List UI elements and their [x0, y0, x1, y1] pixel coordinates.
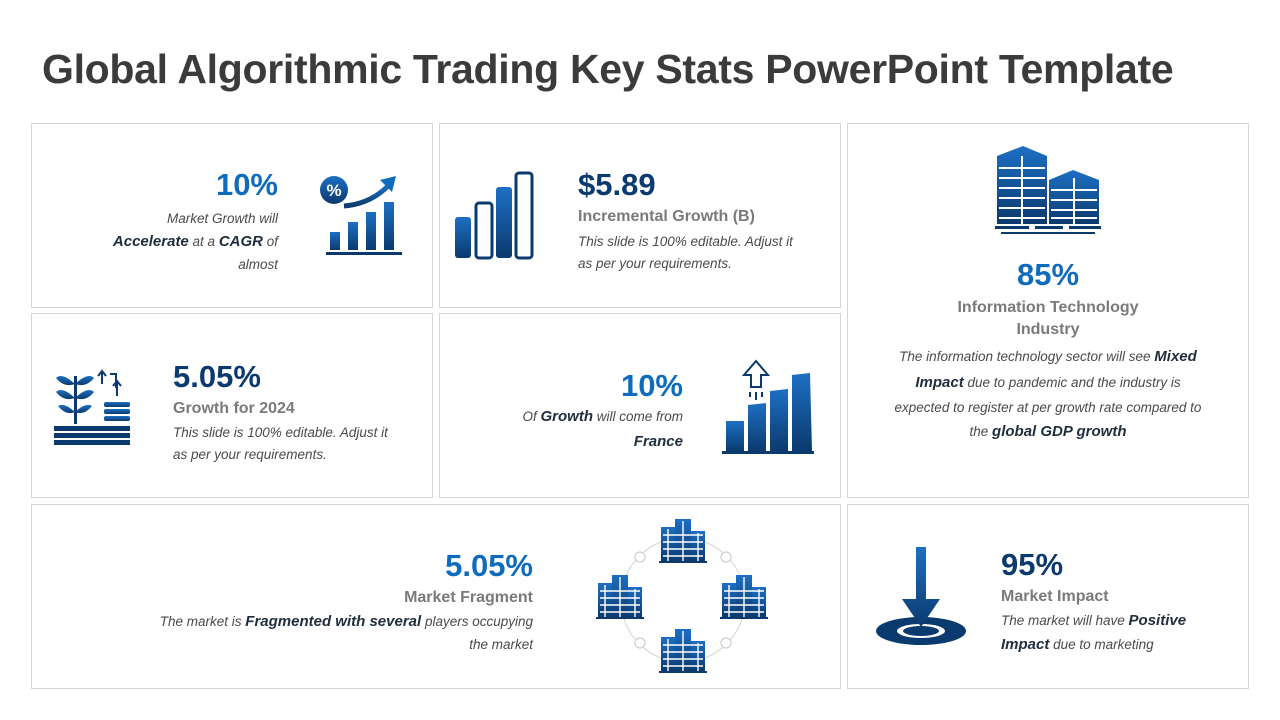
svg-text:%: %: [326, 181, 341, 200]
stat-card-growth-2024: 5.05% Growth for 2024 This slide is 100%…: [31, 313, 433, 498]
rising-bars-arrow-icon: [722, 359, 816, 455]
stat-description: This slide is 100% editable. Adjust it a…: [173, 425, 388, 462]
stat-subtitle: Information Technology Industry: [957, 299, 1139, 338]
stat-description: This slide is 100% editable. Adjust it a…: [578, 234, 793, 271]
office-buildings-icon: [995, 144, 1101, 236]
stat-value: 10%: [620, 368, 683, 403]
stat-value: 85%: [1016, 257, 1080, 292]
stat-description: The information technology sector will s…: [894, 348, 1202, 440]
stat-subtitle: Incremental Growth (B): [578, 208, 755, 225]
stat-value: 5.05%: [445, 548, 533, 583]
bar-chart-icon: [452, 170, 536, 262]
stat-value: 5.05%: [173, 359, 261, 394]
stat-description: Of Growth will come from France: [522, 408, 683, 450]
stat-value: 10%: [215, 167, 278, 202]
page-title: Global Algorithmic Trading Key Stats Pow…: [42, 46, 1174, 92]
stat-card-it-industry: 85% Information Technology Industry The …: [847, 123, 1249, 498]
stat-card-market-growth: 10% Market Growth will Accelerate at a C…: [31, 123, 433, 308]
stat-card-incremental-growth: $5.89 Incremental Growth (B) This slide …: [439, 123, 841, 308]
desc-line-3: almost: [238, 256, 278, 272]
stat-value: $5.89: [578, 167, 656, 202]
stat-description: The market will have Positive Impact due…: [1001, 612, 1187, 653]
plant-growth-coins-icon: [52, 366, 134, 448]
stat-card-france-growth: 10% Of Growth will come from France: [439, 313, 841, 498]
percent-growth-chart-icon: %: [318, 172, 410, 258]
stat-value: 95%: [1001, 547, 1064, 582]
stat-description: Market Growth will Accelerate at a CAGR …: [38, 208, 278, 275]
desc-line-2: Accelerate at a CAGR of: [112, 232, 278, 250]
stat-card-market-impact: 95% Market Impact The market will have P…: [847, 504, 1249, 689]
target-impact-arrow-icon: [874, 543, 968, 649]
stat-card-market-fragment: 5.05% Market Fragment The market is Frag…: [31, 504, 841, 689]
stat-description: The market is Fragmented with several pl…: [159, 613, 533, 652]
stat-subtitle: Market Impact: [1001, 588, 1109, 605]
stat-subtitle: Growth for 2024: [173, 400, 295, 417]
stat-subtitle: Market Fragment: [404, 589, 533, 606]
buildings-network-icon: [594, 515, 772, 685]
desc-line-1: Market Growth will: [166, 211, 278, 226]
